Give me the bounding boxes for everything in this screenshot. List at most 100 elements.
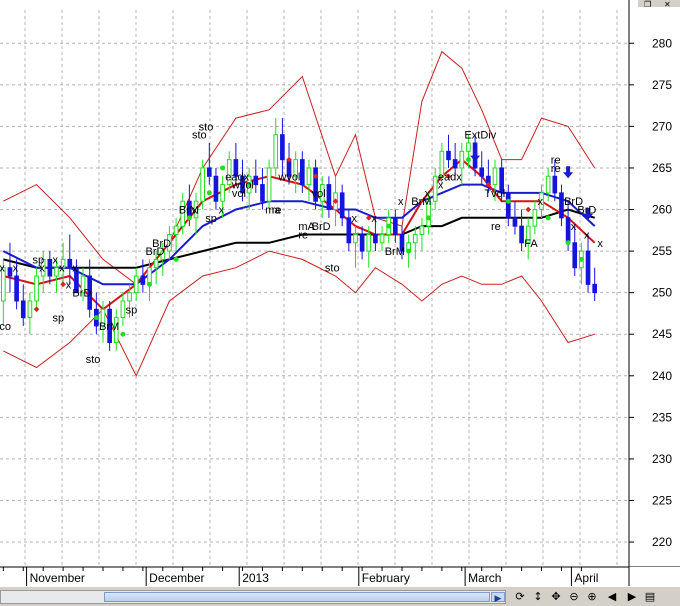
horizontal-scrollbar[interactable]: ▶ [0, 590, 506, 604]
candle-body [419, 225, 425, 235]
scrollbar-right-button[interactable]: ▶ [491, 592, 505, 603]
candle-body [399, 233, 405, 252]
pattern-annotation: ExtDiv [464, 130, 496, 142]
y-tick-label: 225 [652, 493, 672, 507]
zoom-out-icon[interactable]: ⊖ [569, 590, 579, 603]
candle-body [512, 217, 518, 227]
buy-signal-dot [120, 331, 126, 337]
candle-body [519, 225, 524, 244]
candle-body [127, 292, 132, 302]
buy-signal-dot [578, 256, 584, 262]
pattern-annotation: BrD [146, 246, 165, 258]
candle-body [220, 184, 225, 202]
y-tick-label: 255 [652, 244, 672, 258]
x-tick-label: December [149, 571, 204, 585]
pattern-annotation: sto [192, 130, 207, 142]
scroll-right-icon[interactable]: ▶ [627, 590, 637, 603]
candle-body [153, 258, 159, 269]
move-vertical-icon[interactable]: ↕ [533, 590, 543, 603]
candle-body [87, 275, 93, 310]
candle-body [120, 300, 126, 319]
candle-body [339, 192, 345, 219]
pattern-annotation: FA [524, 238, 538, 250]
y-tick-label: 275 [652, 78, 672, 92]
candle-body [100, 308, 106, 327]
buy-signal-dot [565, 240, 571, 246]
chart-toolbar: ▶ ⟳ ↕ ✥ ⊖ ⊕ ◀ ▶ ▤ [0, 586, 680, 606]
candle-body [253, 175, 259, 186]
candle-body [379, 233, 385, 244]
sell-signal-marker [525, 206, 532, 213]
bollinger-lower-line [3, 250, 595, 377]
x-tick-label: 2013 [242, 571, 269, 585]
candle-body [54, 267, 59, 277]
candle-body [133, 275, 139, 294]
scroll-left-icon[interactable]: ◀ [607, 590, 617, 603]
candle-body [14, 275, 19, 302]
candle-body [479, 167, 485, 177]
candle-body [373, 233, 378, 244]
y-tick-label: 235 [652, 410, 672, 424]
pattern-annotation: eadx [438, 171, 462, 183]
pattern-annotation: re [298, 229, 308, 241]
candle-body [233, 159, 239, 177]
pattern-annotation: sto [199, 121, 214, 133]
candle-body [260, 184, 265, 202]
pattern-annotation: sp [126, 304, 138, 316]
close-window-icon[interactable]: ✕ [664, 0, 671, 9]
refresh-icon[interactable]: ⟳ [515, 590, 525, 603]
buy-signal-dot [426, 215, 432, 221]
pattern-annotation: mA [298, 221, 315, 233]
candle-body [226, 159, 232, 186]
pattern-annotation: BrM [99, 321, 119, 333]
buy-signal-dot [406, 248, 412, 254]
pattern-annotation: x [39, 263, 45, 275]
candle-body [213, 175, 219, 202]
x-tick-label: November [30, 571, 85, 585]
pattern-annotation: x [398, 196, 404, 208]
candle-body [306, 167, 312, 186]
pattern-annotation: x [425, 188, 431, 200]
candle-body [353, 233, 358, 244]
pattern-annotation: x [66, 279, 72, 291]
pattern-annotation: BrD [577, 205, 596, 217]
y-tick-label: 245 [652, 327, 672, 341]
buy-signal-dot [186, 215, 192, 221]
candle-body [0, 267, 6, 302]
pattern-annotation: vol [232, 188, 246, 200]
candle-body [113, 317, 119, 344]
candle-body [313, 167, 318, 202]
pattern-annotation: re [272, 205, 282, 217]
candle-body [167, 233, 172, 252]
down-arrow-marker [470, 149, 481, 162]
signals [33, 149, 594, 337]
buy-signal-dot [386, 223, 392, 229]
move-all-icon[interactable]: ✥ [551, 590, 561, 603]
candle-body [266, 167, 272, 202]
scrollbar-thumb[interactable] [104, 592, 490, 602]
restore-window-icon[interactable]: ❐ [644, 0, 651, 9]
candle-body [492, 167, 498, 186]
candle-body [499, 167, 504, 194]
candle-body [240, 175, 245, 194]
panel-icon[interactable]: ▤ [644, 590, 656, 603]
candle-body [27, 300, 33, 319]
buy-signal-dot [206, 190, 212, 196]
pattern-annotation: sto [86, 354, 101, 366]
buy-signal-dot [465, 157, 471, 163]
candle-body [439, 150, 445, 177]
down-arrow-marker [563, 166, 574, 179]
candle-body [432, 175, 438, 202]
pattern-annotation: x [538, 196, 544, 208]
pattern-annotation: Tvol [484, 188, 505, 200]
candle-body [280, 134, 285, 161]
x-tick-label: April [574, 571, 598, 585]
zoom-in-icon[interactable]: ⊕ [587, 590, 597, 603]
candle-body [47, 258, 53, 277]
pattern-annotation: x [351, 213, 357, 225]
y-tick-label: 270 [652, 119, 672, 133]
pattern-annotation: ma [265, 205, 281, 217]
y-tick-label: 230 [652, 452, 672, 466]
candle-body [545, 175, 551, 194]
